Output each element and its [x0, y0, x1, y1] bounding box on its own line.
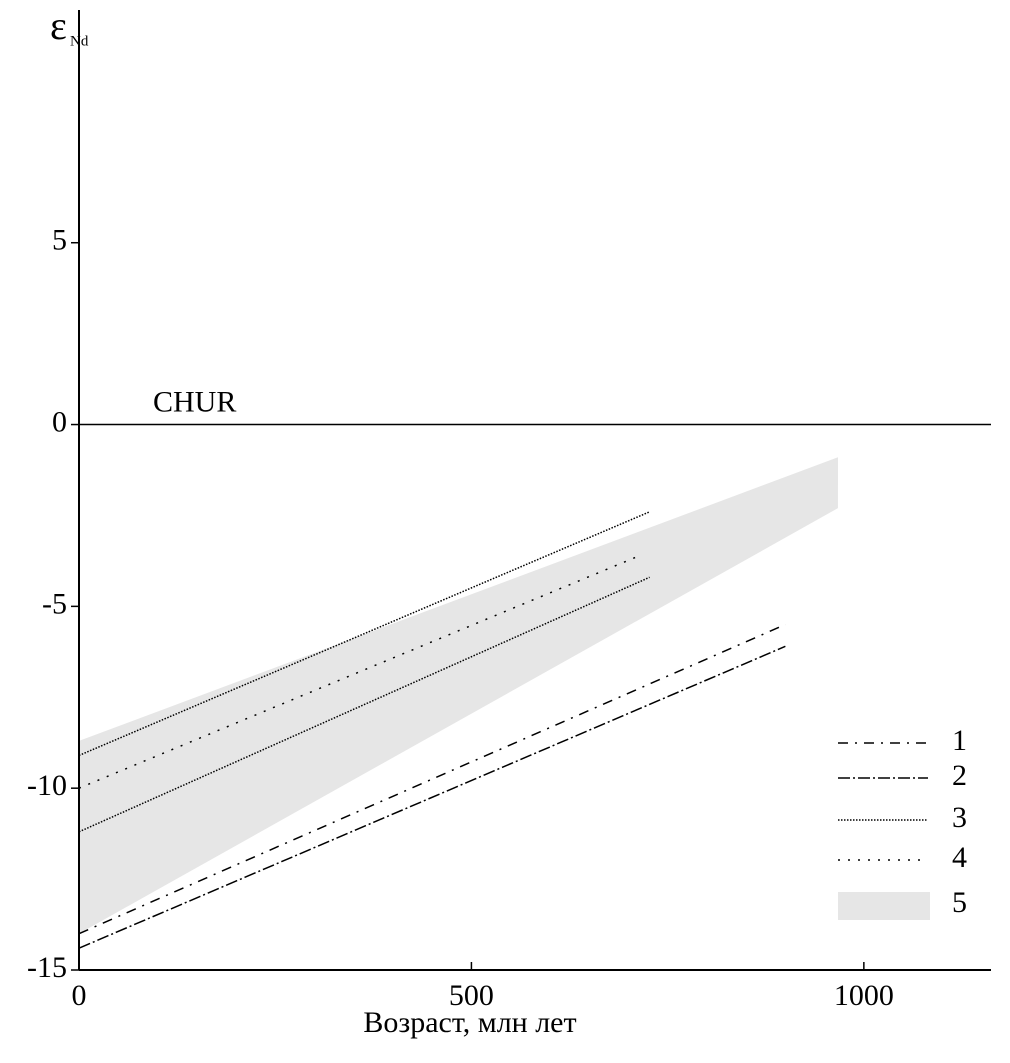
x-tick-label: 0	[72, 979, 87, 1012]
y-tick-label: 0	[52, 405, 67, 438]
band-area	[79, 457, 838, 934]
series-line	[78, 645, 786, 949]
legend-label: 5	[952, 886, 967, 919]
legend-swatch	[838, 892, 930, 920]
legend-label: 1	[952, 724, 967, 757]
y-tick-label: -5	[42, 587, 67, 620]
y-tick-label: -15	[27, 951, 67, 984]
series-line	[78, 511, 650, 757]
legend-label: 4	[952, 841, 967, 874]
x-tick-label: 1000	[834, 979, 894, 1012]
reference-label: CHUR	[153, 385, 236, 418]
series-line	[78, 554, 641, 789]
y-tick-label: 5	[52, 224, 67, 257]
legend-label: 2	[952, 759, 967, 792]
x-tick-label: 500	[449, 979, 494, 1012]
legend-label: 3	[952, 801, 967, 834]
series-line	[78, 576, 650, 833]
x-axis-label: Возраст, млн лет	[363, 1006, 576, 1039]
y-tick-label: -10	[27, 769, 67, 802]
y-axis-label: ε	[50, 3, 67, 48]
series-line	[78, 623, 786, 935]
